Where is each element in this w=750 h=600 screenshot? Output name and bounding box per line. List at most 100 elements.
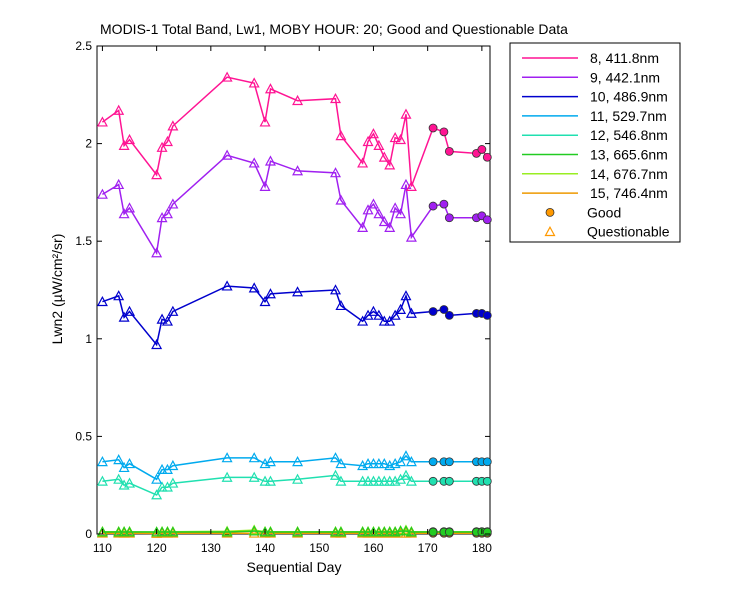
chart-title: MODIS-1 Total Band, Lw1, MOBY HOUR: 20; … [100, 21, 568, 37]
legend-label: 11, 529.7nm [590, 108, 667, 124]
questionable-point [292, 456, 304, 467]
questionable-point [405, 307, 417, 318]
plot-frame [96, 45, 491, 535]
questionable-point [373, 457, 385, 469]
legend-marker [544, 225, 556, 237]
legend-entry: 10, 486.9nm [522, 89, 668, 105]
good-point [477, 145, 487, 154]
good-point [482, 152, 492, 162]
questionable-point [113, 104, 125, 115]
legend-entry: 8, 411.8nm [522, 50, 659, 66]
x-axis-label: Sequential Day [247, 559, 342, 575]
y-tick-label: 2.5 [75, 39, 92, 53]
y-tick-label: 2 [85, 137, 92, 151]
questionable-point [335, 526, 347, 537]
questionable-point [400, 450, 412, 461]
questionable-point [248, 471, 260, 482]
questionable-point [167, 198, 179, 209]
questionable-point [118, 311, 130, 322]
questionable-point [151, 169, 163, 180]
good-point [444, 213, 454, 223]
questionable-point [156, 481, 168, 492]
good-point [482, 527, 492, 537]
questionable-point [167, 120, 179, 131]
questionable-point [96, 188, 108, 199]
questionable-point [395, 525, 407, 536]
questionable-point [264, 526, 276, 537]
legend-label: 15, 746.4nm [590, 185, 668, 201]
x-tick-label: 160 [363, 541, 383, 555]
questionable-point [400, 108, 412, 119]
good-point [428, 476, 438, 486]
questionable-point [362, 526, 374, 537]
questionable-point [248, 452, 260, 463]
good-point [428, 527, 438, 537]
questionable-point [335, 475, 347, 486]
legend-label: 9, 442.1nm [590, 69, 660, 85]
questionable-point [362, 475, 374, 486]
questionable-point [259, 116, 271, 127]
questionable-point [96, 116, 108, 127]
questionable-point [248, 282, 260, 293]
questionable-point [292, 165, 304, 176]
questionable-point [405, 456, 417, 467]
questionable-point [167, 305, 179, 316]
good-point [444, 147, 454, 156]
questionable-point [221, 149, 233, 160]
questionable-point [161, 135, 173, 147]
legend-entry: 13, 665.6nm [522, 147, 668, 163]
questionable-point [357, 157, 369, 168]
questionable-point [367, 526, 379, 537]
axes: 110 120 130 140 150 160 170 180 0 0.5 1 1.5 2 2.5 [75, 39, 492, 555]
questionable-point [151, 473, 163, 484]
questionable-point [124, 457, 136, 469]
good-point [428, 307, 438, 316]
questionable-point [384, 526, 396, 537]
questionable-point [167, 526, 179, 537]
questionable-point [167, 477, 179, 488]
y-tick-label: 1.5 [75, 234, 92, 248]
questionable-point [405, 231, 417, 242]
questionable-point [113, 526, 125, 537]
questionable-point [330, 284, 342, 295]
good-point [444, 476, 454, 486]
questionable-point [259, 526, 271, 537]
legend-entry: Good [545, 204, 621, 220]
questionable-point [96, 475, 108, 486]
series-group [96, 71, 492, 191]
questionable-point [156, 526, 168, 537]
questionable-point [384, 159, 396, 170]
questionable-point [151, 526, 163, 537]
y-axis-label: Lwn2 (µW/cm²/sr) [49, 234, 65, 345]
questionable-point [156, 141, 168, 152]
series-group [96, 469, 492, 500]
questionable-point [156, 313, 168, 324]
questionable-point [292, 526, 304, 537]
series-group [96, 525, 492, 537]
questionable-point [400, 290, 412, 301]
legend-label: Questionable [587, 224, 670, 240]
questionable-point [362, 135, 374, 147]
questionable-point [373, 475, 385, 486]
good-point [428, 457, 438, 467]
questionable-point [373, 208, 385, 219]
questionable-point [405, 526, 417, 537]
questionable-point [384, 315, 396, 326]
legend-marker [545, 207, 555, 217]
questionable-point [248, 77, 260, 88]
questionable-point [395, 456, 407, 467]
questionable-point [357, 315, 369, 326]
series-group [96, 149, 492, 258]
questionable-point [96, 456, 108, 467]
series-group [96, 280, 492, 350]
x-tick-label: 130 [201, 541, 221, 555]
good-point [439, 199, 449, 209]
questionable-point [357, 221, 369, 232]
questionable-point [378, 215, 390, 227]
good-point [482, 457, 492, 467]
legend-label: 8, 411.8nm [590, 50, 659, 66]
questionable-point [259, 295, 271, 307]
questionable-point [389, 202, 401, 213]
questionable-point [264, 155, 276, 166]
questionable-point [124, 305, 136, 316]
